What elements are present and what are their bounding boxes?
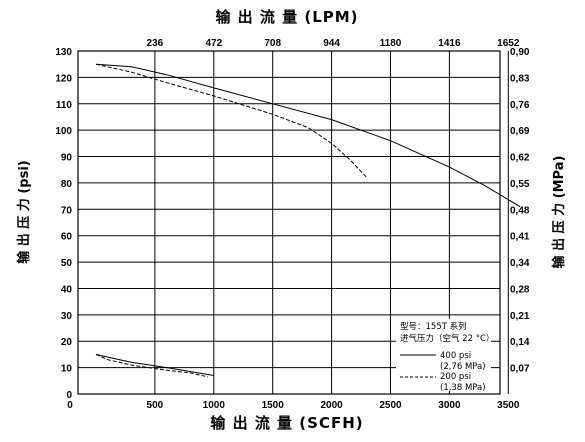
- x-tick-label-bottom: 2500: [379, 400, 402, 411]
- legend: 型号：155T 系列 进气压力（空气 22 °C） 400 psi (2,76 …: [396, 319, 494, 393]
- x-tick-label-bottom: 3500: [497, 400, 520, 411]
- legend-header-inlet: 进气压力（空气 22 °C）: [400, 333, 494, 344]
- y-tick-label-right: 0,41: [510, 232, 530, 243]
- x-axis-title: 输 出 流 量 (SCFH): [210, 414, 363, 432]
- y-tick-label-right: 0,83: [510, 73, 530, 84]
- y-tick-label-right: 0,62: [510, 153, 530, 164]
- series-line-2: [95, 63, 368, 178]
- legend-entry-2-line2: (1,38 MPa): [440, 383, 486, 393]
- series-line-1: [95, 63, 521, 208]
- y-tick-label-left: 120: [55, 73, 72, 84]
- x-tick-label-bottom: 1000: [203, 400, 226, 411]
- y-tick-label-right: 0,69: [510, 126, 530, 137]
- y-tick-label-left: 130: [55, 47, 72, 58]
- top-axis-title: 输 出 流 量 (LPM): [215, 8, 358, 26]
- plot-frame: [77, 50, 501, 395]
- x-tick-label-bottom: 0: [67, 400, 73, 411]
- y-tick-label-right: 0,28: [510, 284, 530, 295]
- y-tick-label-left: 100: [55, 126, 72, 137]
- legend-header-model: 型号：155T 系列: [400, 321, 467, 332]
- x-tick-label-top: 708: [264, 38, 281, 49]
- y-tick-label-left: 10: [61, 364, 73, 375]
- x-tick-label-top: 1180: [380, 38, 402, 49]
- series-line-3: [95, 353, 214, 376]
- y-tick-label-right: 0,90: [510, 47, 530, 58]
- legend-entry-1-line1: 400 psi: [440, 351, 471, 361]
- x-tick-label-bottom: 2000: [320, 400, 343, 411]
- y-tick-label-left: 50: [61, 258, 73, 269]
- legend-entry-2-line1: 200 psi: [440, 372, 471, 382]
- legend-entry-1-line2: (2,76 MPa): [440, 362, 486, 372]
- x-tick-label-top: 944: [323, 38, 340, 49]
- y-tick-label-left: 70: [61, 205, 73, 216]
- y-tick-label-right: 0,07: [510, 364, 530, 375]
- series-line-4: [95, 353, 209, 378]
- y-axis-title-right: 输 出 压 力 (MPa): [551, 156, 567, 269]
- y-tick-label-left: 110: [56, 100, 73, 111]
- x-tick-label-top: 1652: [497, 38, 520, 49]
- y-tick-label-left: 90: [61, 153, 73, 164]
- x-tick-label-top: 472: [205, 38, 222, 49]
- y-tick-label-right: 0,21: [510, 311, 530, 322]
- y-tick-label-left: 0: [66, 390, 72, 401]
- y-tick-label-left: 20: [61, 337, 73, 348]
- series-lines: [95, 63, 521, 378]
- y-axis-title-left: 输 出 压 力 (psi): [16, 160, 32, 264]
- y-tick-label-right: 0,14: [510, 337, 530, 348]
- y-tick-label-right: 0,34: [510, 258, 530, 269]
- y-tick-label-left: 40: [61, 284, 73, 295]
- y-tick-label-right: 0,48: [510, 205, 530, 216]
- y-tick-label-right: 0,55: [510, 179, 530, 190]
- y-tick-label-left: 30: [61, 311, 73, 322]
- x-tick-label-bottom: 3000: [438, 400, 461, 411]
- y-tick-label-left: 80: [61, 179, 73, 190]
- y-tick-label-left: 60: [61, 232, 73, 243]
- x-tick-label-top: 1416: [438, 38, 461, 49]
- y-tick-label-right: 0,76: [510, 100, 530, 111]
- x-tick-label-bottom: 1500: [262, 400, 285, 411]
- x-tick-label-bottom: 500: [147, 400, 164, 411]
- x-tick-label-top: 236: [147, 38, 164, 49]
- tick-labels: 01020304050607080901001101201300,070,140…: [55, 38, 530, 411]
